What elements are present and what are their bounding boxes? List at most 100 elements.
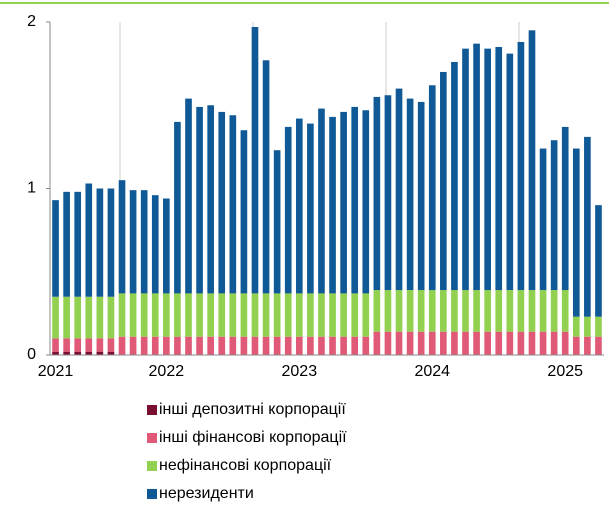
bar-segment (595, 205, 602, 317)
bar-segment (406, 331, 414, 355)
bar-segment (340, 293, 347, 337)
bar-segment (251, 293, 259, 337)
bar-segment (240, 130, 248, 294)
bar-segment (52, 296, 59, 339)
bar-segment (185, 293, 192, 337)
legend-swatch (147, 489, 157, 499)
bar-segment (428, 331, 436, 355)
bar-segment (484, 331, 491, 355)
bar-segment (362, 293, 370, 337)
bar-segment (52, 200, 59, 297)
bar-segment (517, 331, 525, 355)
bar-segment (428, 85, 436, 291)
bar-segment (572, 316, 580, 337)
bar-segment (129, 293, 137, 337)
bar-segment (451, 331, 458, 355)
bar-segment (129, 336, 137, 355)
bar-segment (118, 180, 126, 294)
bar-segment (428, 290, 436, 332)
bar-segment (151, 293, 159, 337)
bar-segment (273, 150, 281, 294)
bar-segment (284, 293, 292, 337)
bar-segment (174, 293, 181, 337)
bar-segment (107, 296, 115, 339)
bar-segment (140, 336, 148, 355)
bar-segment (185, 336, 192, 355)
bar-segment (351, 293, 359, 337)
bar-segment (284, 126, 292, 294)
bar-segment (240, 336, 248, 355)
bar-segment (96, 351, 104, 355)
bar-segment (517, 41, 525, 291)
bar-segment (218, 293, 226, 337)
x-tick-label: 2025 (547, 363, 583, 380)
bar-segment (340, 111, 347, 294)
bar-segment (96, 338, 104, 352)
bar-segment (229, 115, 237, 294)
bar-segment (262, 60, 270, 294)
bar-segment (384, 290, 392, 332)
legend-label: інші депозитні корпорації (159, 401, 346, 418)
bar-segment (218, 336, 226, 355)
bar-segment (229, 293, 237, 337)
x-tick-label: 2023 (282, 363, 318, 380)
bar-segment (163, 336, 170, 355)
legend-swatch (147, 461, 157, 471)
bar-segment (107, 338, 115, 352)
bar-segment (207, 293, 214, 337)
bar-segment (295, 336, 303, 355)
bar-segment (506, 290, 514, 332)
bar-segment (362, 336, 370, 355)
y-tick-label: 2 (27, 13, 36, 30)
bar-segment (218, 111, 226, 294)
bar-segment (584, 336, 591, 355)
bar-segment (85, 338, 93, 352)
bar-segment (406, 290, 414, 332)
x-tick-label: 2024 (414, 363, 450, 380)
bar-segment (329, 293, 336, 337)
bar-segment (63, 296, 70, 339)
bar-segment (384, 95, 392, 291)
bar-segment (107, 351, 115, 355)
bar-segment (595, 316, 602, 337)
bar-segment (129, 190, 137, 294)
bar-segment (395, 331, 403, 355)
bar-segment (74, 338, 82, 352)
bar-segment (550, 331, 558, 355)
bar-segment (196, 106, 203, 294)
bar-segment (417, 101, 425, 291)
bar-segment (495, 331, 503, 355)
bar-segment (295, 293, 303, 337)
bar-segment (196, 293, 203, 337)
bar-segment (595, 336, 602, 355)
bar-segment (118, 293, 126, 337)
bar-segment (107, 188, 115, 297)
bar-segment (118, 336, 126, 355)
bar-segment (196, 336, 203, 355)
bar-segment (273, 336, 281, 355)
bar-segment (151, 195, 159, 294)
legend-swatch (147, 433, 157, 443)
bar-segment (484, 48, 491, 291)
bar-segment (473, 43, 480, 291)
bar-segment (185, 98, 192, 294)
bar-segment (262, 293, 270, 337)
bar-segment (251, 336, 259, 355)
bar-segment (273, 293, 281, 337)
bar-segment (163, 198, 170, 294)
bar-segment (229, 336, 237, 355)
bar-segment (329, 336, 336, 355)
bar-segment (473, 331, 480, 355)
bar-segment (151, 336, 159, 355)
bar-segment (163, 293, 170, 337)
x-tick-label: 2021 (38, 363, 74, 380)
bar-segment (406, 98, 414, 291)
bar-segment (550, 290, 558, 332)
bar-segment (362, 110, 370, 294)
bar-segment (539, 290, 547, 332)
bar-segment (451, 61, 458, 291)
x-tick-label: 2022 (149, 363, 185, 380)
y-tick-label: 1 (27, 180, 36, 197)
bar-segment (373, 96, 381, 291)
bar-segment (539, 331, 547, 355)
